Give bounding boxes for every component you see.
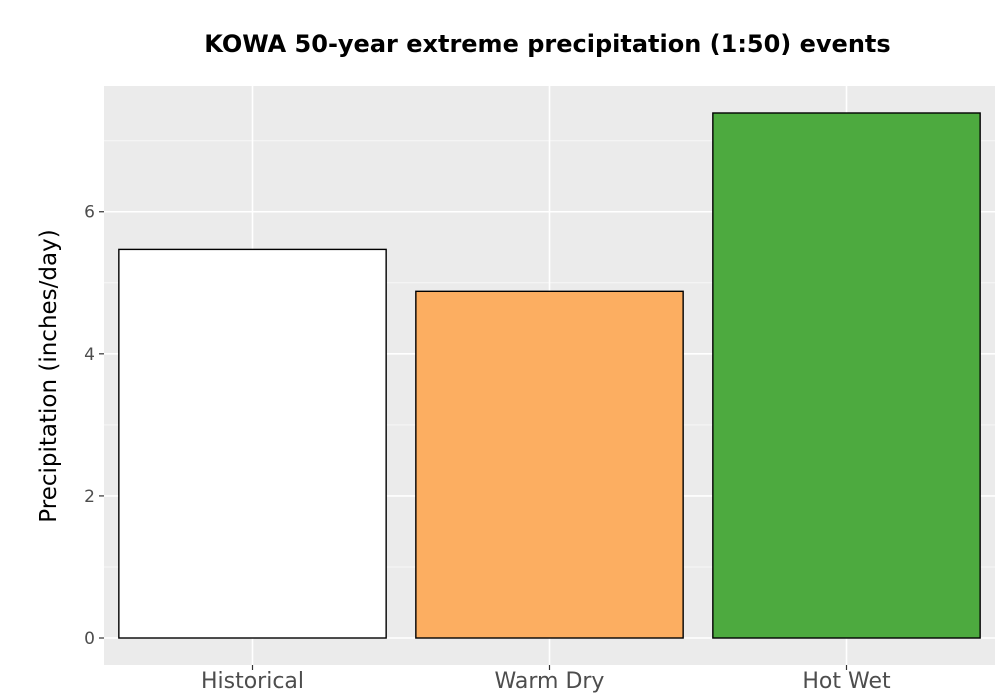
y-tick-label: 6 (84, 203, 95, 223)
x-tick-label: Historical (201, 669, 304, 694)
bar-warm-dry (415, 290, 684, 639)
bar-hot-wet (712, 112, 981, 639)
y-axis-title: Precipitation (inches/day) (36, 229, 62, 522)
x-axis: Historical Warm Dry Hot Wet (201, 665, 891, 694)
y-axis: 0 2 4 6 (84, 203, 104, 649)
bar-historical (118, 248, 387, 639)
bars (118, 112, 981, 639)
chart-title: KOWA 50-year extreme precipitation (1:50… (204, 30, 891, 58)
y-tick-label: 0 (84, 629, 95, 649)
x-tick-label: Warm Dry (495, 669, 605, 694)
y-tick-label: 2 (84, 487, 95, 507)
x-tick-label: Hot Wet (802, 669, 891, 694)
y-tick-label: 4 (84, 345, 95, 365)
